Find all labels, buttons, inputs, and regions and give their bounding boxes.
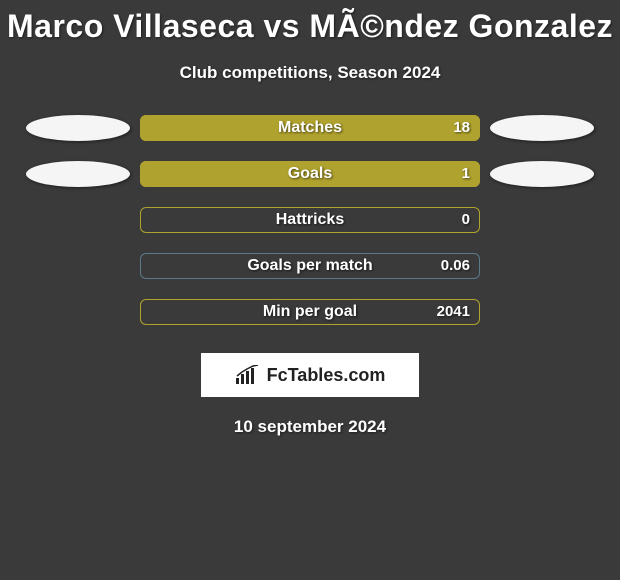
stat-bar: Hattricks0: [140, 207, 480, 233]
stat-row: Min per goal2041: [0, 299, 620, 325]
left-ellipse: [26, 115, 130, 141]
stat-row: Matches18: [0, 115, 620, 141]
bar-fill: [140, 161, 480, 187]
stat-bar: Goals1: [140, 161, 480, 187]
bar-fill: [140, 115, 480, 141]
source-logo[interactable]: FcTables.com: [201, 353, 419, 397]
stat-label: Hattricks: [140, 207, 480, 233]
stat-value: 0.06: [441, 253, 470, 279]
date-label: 10 september 2024: [0, 417, 620, 437]
stat-label: Min per goal: [140, 299, 480, 325]
stat-label: Goals per match: [140, 253, 480, 279]
bar-outline: [140, 207, 480, 233]
stat-value: 2041: [437, 299, 470, 325]
logo-text: FcTables.com: [267, 365, 386, 386]
stat-row: Goals per match0.06: [0, 253, 620, 279]
bar-outline: [140, 253, 480, 279]
subtitle: Club competitions, Season 2024: [0, 63, 620, 83]
stat-value: 0: [462, 207, 470, 233]
stat-bar: Goals per match0.06: [140, 253, 480, 279]
stat-bar: Min per goal2041: [140, 299, 480, 325]
stat-bar: Matches18: [140, 115, 480, 141]
stat-row: Goals1: [0, 161, 620, 187]
bar-outline: [140, 299, 480, 325]
bar-chart-icon: [235, 365, 261, 385]
stat-row: Hattricks0: [0, 207, 620, 233]
left-ellipse: [26, 161, 130, 187]
right-ellipse: [490, 161, 594, 187]
stat-rows: Matches18 Goals1 Hattricks0 Goals per match…: [0, 115, 620, 325]
right-ellipse: [490, 115, 594, 141]
page-title: Marco Villaseca vs MÃ©ndez Gonzalez: [0, 8, 620, 45]
